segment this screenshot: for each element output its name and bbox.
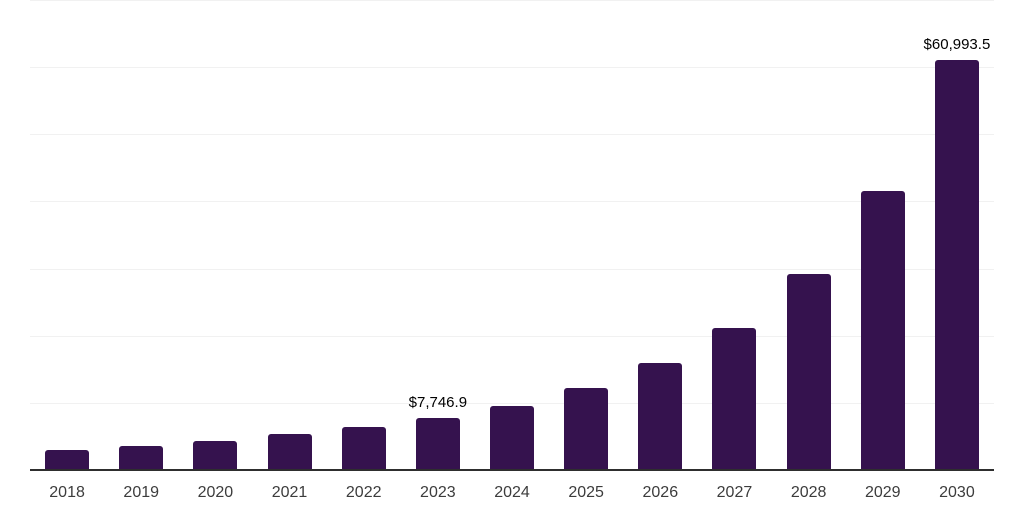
x-axis-tick-label-2027: 2027 [716,484,753,501]
gridline-50000 [30,134,994,136]
bar-2024 [490,406,534,470]
x-axis-tick-label-2026: 2026 [642,484,679,501]
x-axis-tick-label-2029: 2029 [864,484,901,501]
x-axis-tick-label-2023: 2023 [420,484,456,501]
x-axis-tick-label-2025: 2025 [568,484,604,501]
x-axis-tick-label-2024: 2024 [494,484,530,501]
x-axis-tick-label-2022: 2022 [345,484,382,501]
x-axis-line [30,469,994,471]
x-axis-tick-label-2020: 2020 [197,484,234,501]
x-axis-tick-label-2028: 2028 [790,484,827,501]
bar-value-label-2023: $7,746.9 [408,394,468,411]
x-axis-tick-label-2019: 2019 [123,484,160,501]
bar-2020 [193,441,238,470]
x-axis-tick-label-2030: 2030 [939,484,975,501]
bar-2026 [638,363,683,470]
x-axis-tick-label-2021: 2021 [271,484,308,501]
bar-2019 [119,446,164,470]
bar-value-label-2030: $60,993.5 [923,36,991,54]
bar-2021 [267,434,312,470]
bar-2030 [934,60,979,470]
gridline-30000 [30,268,994,270]
bar-2028 [786,273,831,470]
gridline-10000 [30,402,994,404]
bar-2025 [564,387,609,470]
bar-2022 [341,427,386,470]
gridline-40000 [30,201,994,203]
bar-2023 [415,418,460,470]
bar-2027 [712,327,757,470]
x-axis-labels: 2018 2019 2020 2021 2022 2023 2024 2025 2026 2027… [30,484,994,508]
gridline-20000 [30,335,994,337]
gridline-70000 [30,0,994,1]
plot-area: $7,746.9 $60,993.5 [30,0,994,470]
bar-2029 [860,191,905,470]
x-axis-tick-label-2018: 2018 [49,484,85,501]
gridline-60000 [30,67,994,69]
bar-2018 [45,450,90,470]
